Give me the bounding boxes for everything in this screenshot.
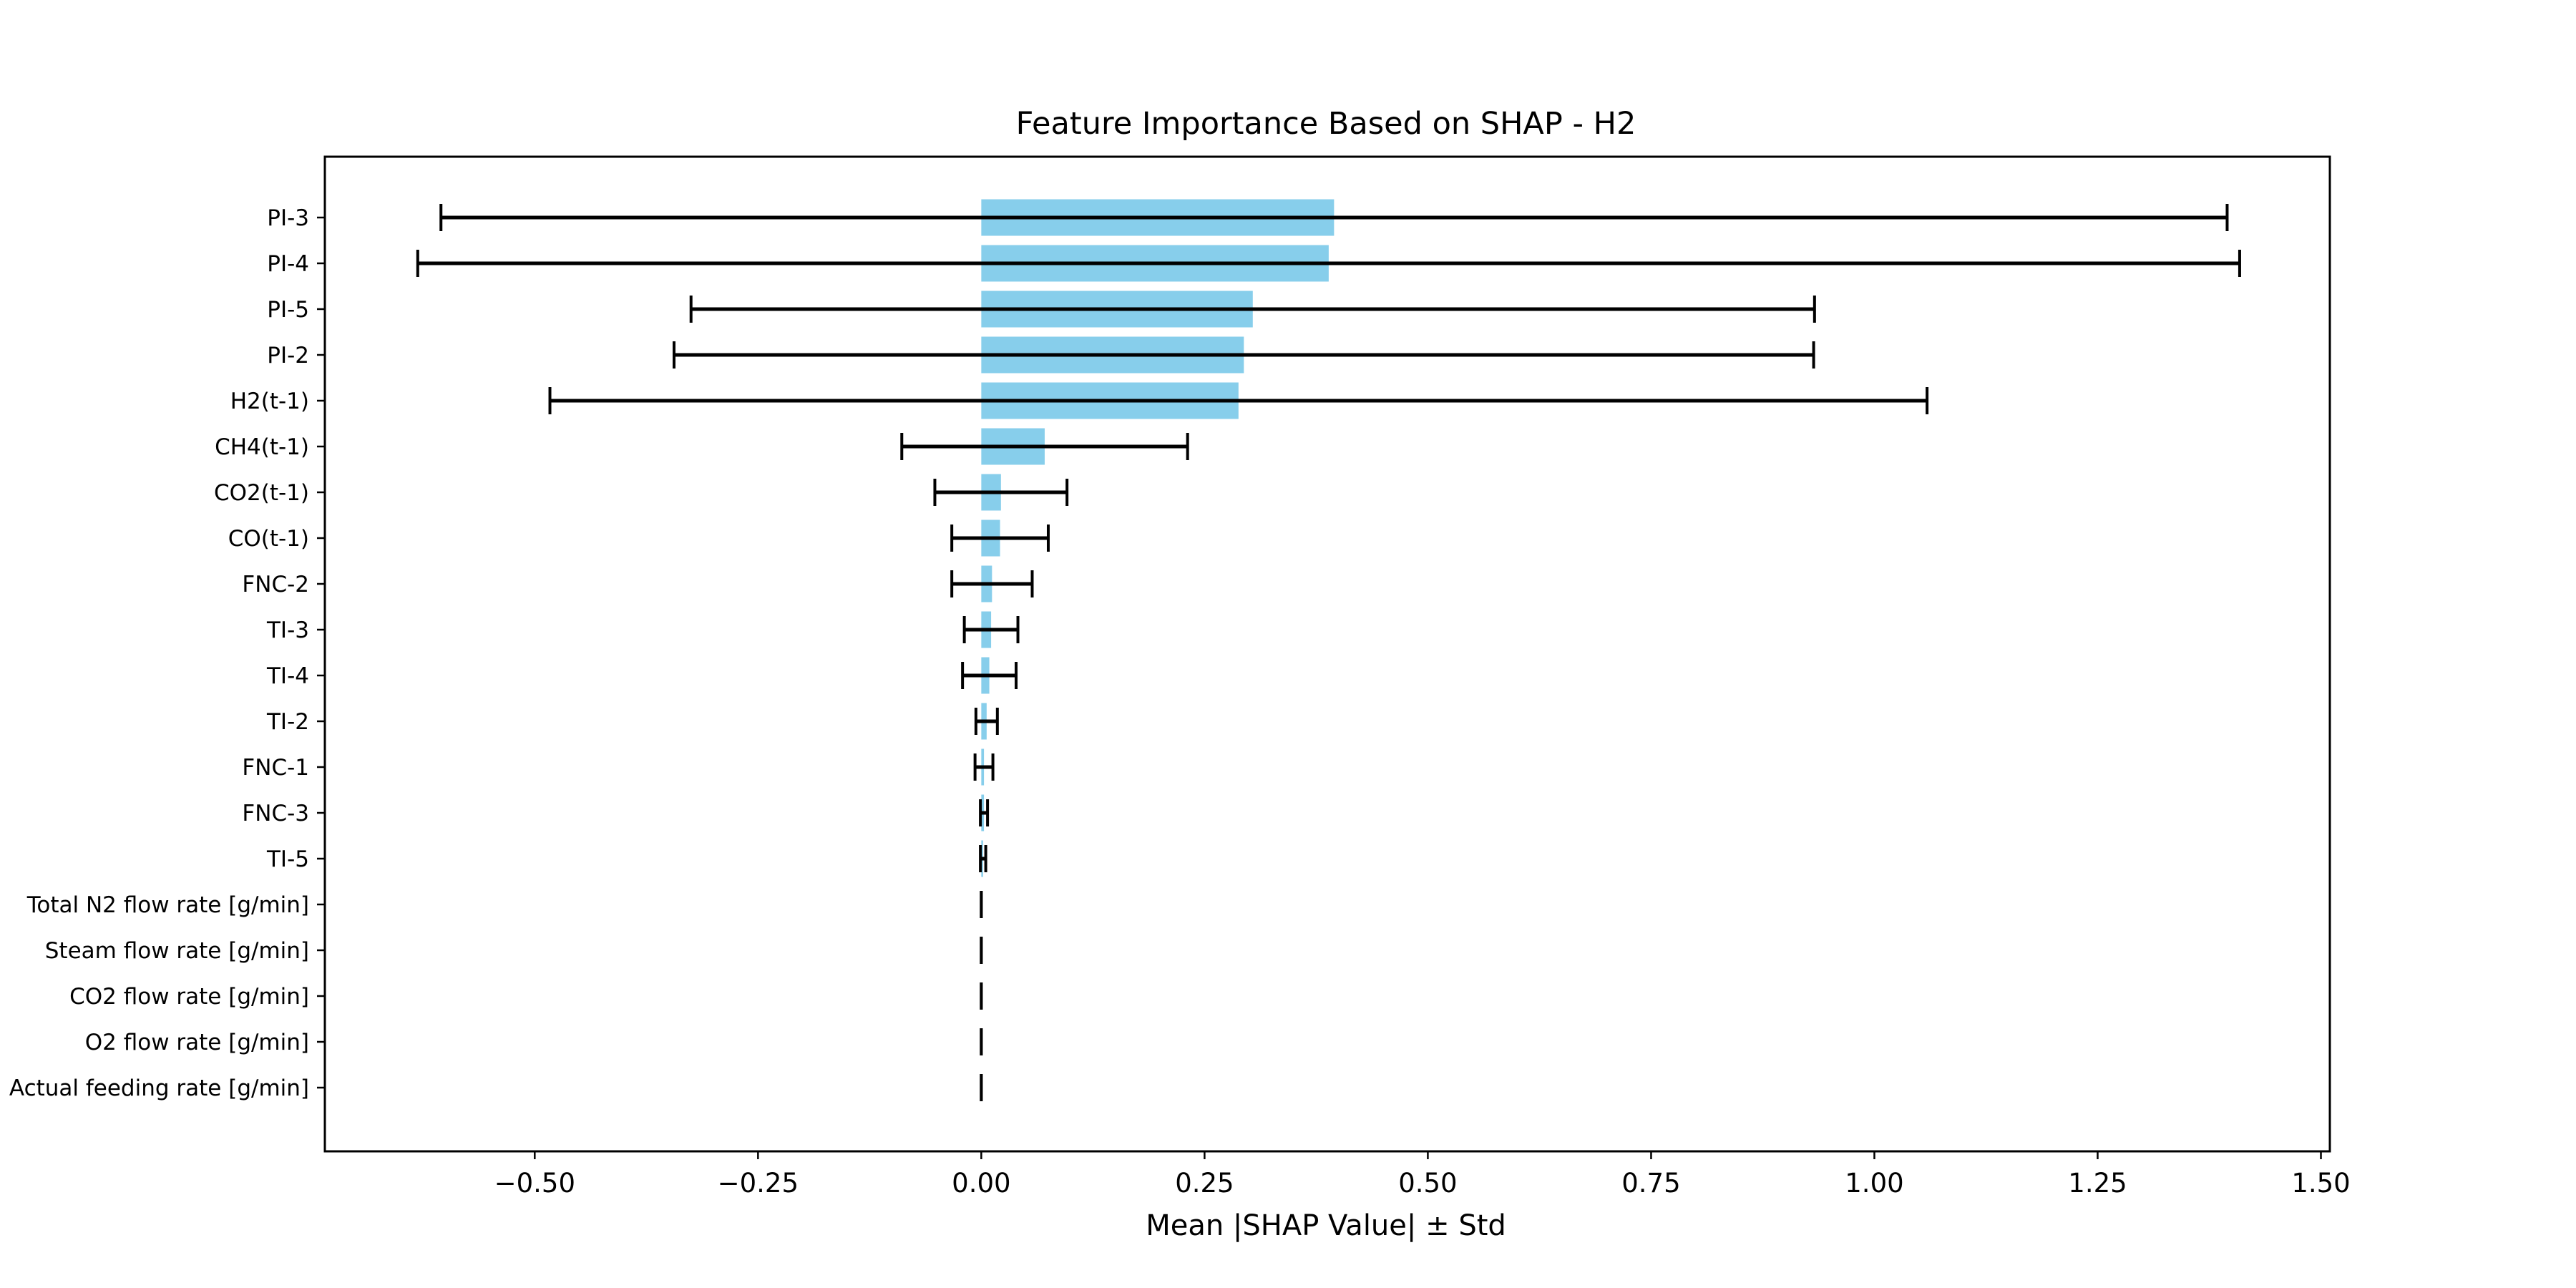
y-tick-label: TI-3	[266, 618, 309, 643]
x-tick-label: 1.25	[2068, 1168, 2127, 1199]
y-tick-label: CH4(t-1)	[215, 434, 309, 460]
y-tick-label: PI-5	[267, 297, 309, 323]
y-tick-label: TI-2	[266, 709, 309, 735]
x-axis-label: Mean |SHAP Value| ± Std	[1146, 1209, 1506, 1242]
y-tick-label: CO2(t-1)	[214, 480, 309, 506]
y-tick-label: TI-5	[266, 847, 309, 872]
y-tick-label: CO2 flow rate [g/min]	[69, 984, 309, 1010]
y-tick-label: Total N2 flow rate [g/min]	[26, 892, 309, 918]
x-tick-label: 0.50	[1398, 1168, 1457, 1199]
y-tick-label: PI-2	[267, 343, 309, 369]
y-tick-label: H2(t-1)	[230, 389, 309, 414]
y-tick-label: FNC-2	[242, 572, 309, 597]
plot-frame	[323, 155, 2331, 1153]
x-tick-label: 0.75	[1621, 1168, 1680, 1199]
x-tick-label: −0.50	[494, 1168, 575, 1199]
x-tick-label: 0.00	[952, 1168, 1010, 1199]
y-axis: PI-3 PI-4 PI-5 PI-2 H2(t-1) CH4(t-1) CO2(t-1) C…	[9, 205, 325, 1101]
y-tick-label: TI-4	[266, 663, 309, 689]
errorbars-group	[416, 204, 2241, 1101]
y-tick-label: PI-3	[267, 205, 309, 231]
y-tick-label: Actual feeding rate [g/min]	[9, 1075, 309, 1101]
y-tick-label: Steam flow rate [g/min]	[45, 938, 309, 964]
x-tick-label: 1.50	[2291, 1168, 2350, 1199]
x-tick-label: 1.00	[1845, 1168, 1903, 1199]
y-tick-label: FNC-3	[242, 801, 309, 826]
y-tick-label: PI-4	[267, 251, 309, 277]
x-axis: −0.50 −0.25 0.00 0.25 0.50 0.75 1.00 1.25 1.50	[494, 1151, 2351, 1199]
y-tick-label: CO(t-1)	[228, 526, 309, 552]
x-tick-label: −0.25	[718, 1168, 799, 1199]
x-tick-label: 0.25	[1175, 1168, 1234, 1199]
chart-title: Feature Importance Based on SHAP - H2	[1016, 106, 1636, 142]
y-tick-label: FNC-1	[242, 755, 309, 781]
y-tick-label: O2 flow rate [g/min]	[85, 1030, 309, 1055]
